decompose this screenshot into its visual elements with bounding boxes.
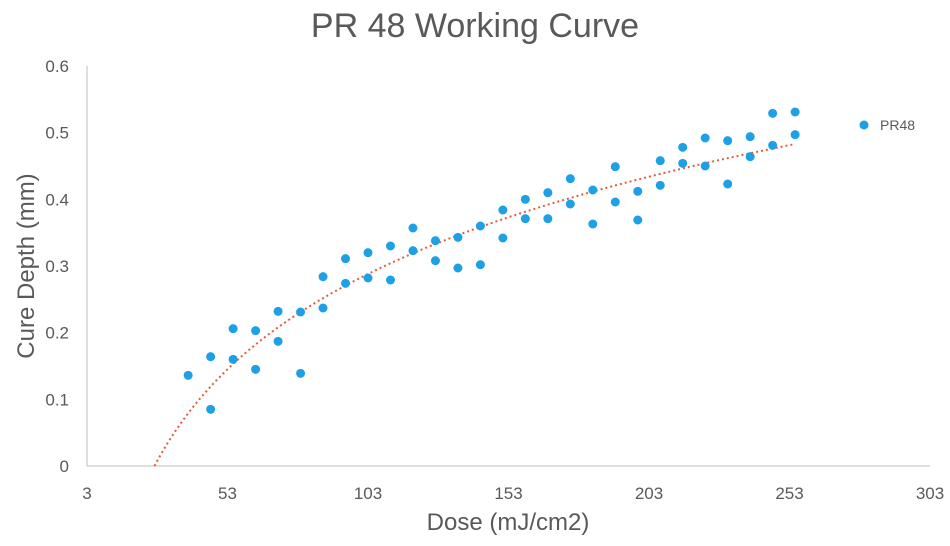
x-tick-label: 153 — [494, 484, 522, 503]
data-point — [273, 336, 283, 346]
data-point — [700, 161, 710, 171]
data-point — [745, 152, 755, 162]
data-point — [318, 272, 328, 282]
data-point — [520, 214, 530, 224]
data-point — [498, 205, 508, 215]
y-axis-title: Cure Depth (mm) — [13, 173, 40, 358]
data-point — [610, 162, 620, 172]
y-tick-label: 0.6 — [45, 57, 69, 76]
data-point — [700, 133, 710, 143]
data-point — [565, 199, 575, 209]
data-point — [453, 263, 463, 273]
data-point — [430, 256, 440, 266]
legend-marker — [859, 120, 869, 130]
data-point — [296, 307, 306, 317]
data-point — [385, 275, 395, 285]
data-point — [588, 185, 598, 195]
y-tick-label: 0.3 — [45, 257, 69, 276]
x-tick-label: 3 — [82, 484, 91, 503]
legend-label: PR48 — [880, 117, 915, 133]
x-tick-label: 103 — [354, 484, 382, 503]
data-point — [543, 214, 553, 224]
data-points — [183, 107, 800, 414]
data-point — [498, 233, 508, 243]
x-tick-label: 303 — [916, 484, 944, 503]
data-point — [296, 368, 306, 378]
data-point — [475, 260, 485, 270]
x-axis-title: Dose (mJ/cm2) — [427, 509, 590, 536]
data-point — [543, 188, 553, 198]
data-point — [183, 370, 193, 380]
data-point — [475, 221, 485, 231]
x-tick-label: 53 — [218, 484, 237, 503]
data-point — [633, 186, 643, 196]
x-tick-label: 253 — [775, 484, 803, 503]
data-point — [588, 219, 598, 229]
y-tick-label: 0.1 — [45, 390, 69, 409]
data-point — [723, 136, 733, 146]
data-point — [385, 241, 395, 251]
data-point — [408, 223, 418, 233]
y-tick-label: 0 — [60, 457, 69, 476]
data-point — [678, 142, 688, 152]
data-point — [363, 248, 373, 258]
data-point — [655, 156, 665, 166]
y-tick-labels: 0 0.1 0.2 0.3 0.4 0.5 0.6 — [45, 57, 69, 476]
legend: PR48 — [859, 117, 915, 133]
data-point — [228, 354, 238, 364]
data-point — [768, 140, 778, 150]
data-point — [363, 273, 373, 283]
data-point — [206, 352, 216, 362]
data-point — [610, 197, 620, 207]
data-point — [655, 180, 665, 190]
data-point — [633, 215, 643, 225]
data-point — [251, 364, 261, 374]
data-point — [768, 108, 778, 118]
data-point — [228, 324, 238, 334]
y-tick-label: 0.4 — [45, 190, 69, 209]
x-tick-label: 203 — [635, 484, 663, 503]
data-point — [453, 232, 463, 242]
data-point — [745, 132, 755, 142]
axes — [86, 66, 930, 467]
data-point — [341, 278, 351, 288]
y-tick-label: 0.5 — [45, 124, 69, 143]
data-point — [408, 246, 418, 256]
data-point — [206, 404, 216, 414]
data-point — [565, 174, 575, 184]
y-tick-label: 0.2 — [45, 324, 69, 343]
data-point — [678, 158, 688, 168]
data-point — [790, 130, 800, 140]
data-point — [341, 254, 351, 264]
trendline — [153, 143, 796, 467]
data-point — [251, 326, 261, 336]
data-point — [318, 303, 328, 313]
x-tick-labels: 3 53 103 153 203 253 303 — [82, 484, 944, 503]
data-point — [273, 306, 283, 316]
chart-title: PR 48 Working Curve — [311, 7, 639, 45]
data-point — [723, 179, 733, 189]
data-point — [790, 107, 800, 117]
data-point — [520, 194, 530, 204]
data-point — [430, 236, 440, 246]
